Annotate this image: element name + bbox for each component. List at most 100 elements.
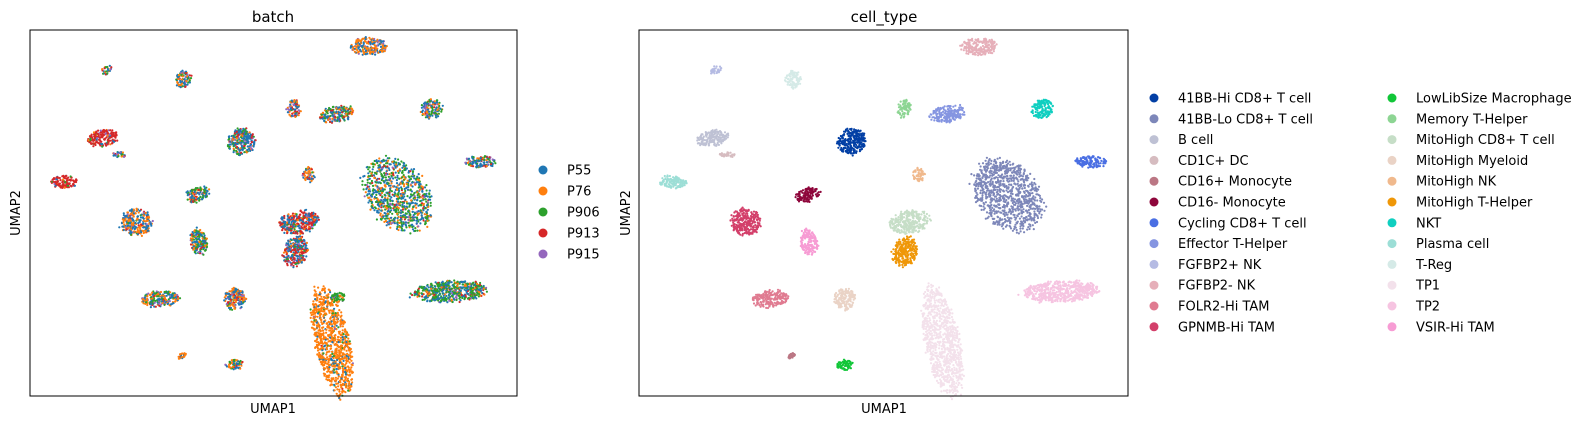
data-point bbox=[142, 222, 145, 225]
data-point bbox=[156, 298, 159, 301]
data-point bbox=[318, 325, 321, 329]
data-point bbox=[344, 107, 347, 110]
data-point bbox=[376, 161, 379, 165]
data-point bbox=[179, 86, 182, 89]
data-point bbox=[467, 157, 471, 160]
data-point bbox=[407, 186, 410, 189]
data-point bbox=[199, 247, 202, 250]
data-point bbox=[227, 292, 230, 295]
data-point bbox=[433, 111, 437, 115]
data-point bbox=[67, 176, 70, 179]
data-point bbox=[126, 213, 129, 216]
data-point bbox=[282, 251, 286, 254]
data-point bbox=[122, 212, 125, 215]
data-point bbox=[400, 160, 403, 163]
data-point bbox=[387, 178, 390, 181]
data-point bbox=[418, 229, 421, 232]
data-point bbox=[396, 212, 399, 215]
data-point bbox=[337, 335, 340, 339]
data-point bbox=[281, 229, 284, 232]
data-point bbox=[424, 220, 427, 224]
data-point bbox=[396, 221, 399, 224]
data-point bbox=[347, 337, 350, 340]
data-point bbox=[303, 242, 306, 246]
data-point bbox=[282, 225, 285, 228]
data-point bbox=[471, 286, 475, 289]
data-point bbox=[400, 196, 404, 199]
data-point bbox=[112, 134, 115, 137]
data-point bbox=[283, 222, 287, 225]
data-point bbox=[372, 50, 375, 53]
data-point bbox=[233, 296, 236, 299]
data-point bbox=[411, 223, 414, 226]
data-point bbox=[392, 207, 395, 210]
data-point bbox=[336, 116, 339, 119]
data-point bbox=[300, 259, 303, 262]
data-point bbox=[355, 48, 358, 51]
data-point bbox=[134, 221, 137, 225]
data-point bbox=[241, 291, 244, 294]
data-point bbox=[99, 133, 102, 136]
data-point bbox=[336, 311, 339, 314]
data-point bbox=[415, 206, 418, 209]
data-point bbox=[351, 46, 354, 49]
data-point bbox=[107, 129, 110, 132]
data-point bbox=[410, 199, 413, 202]
data-point bbox=[428, 300, 432, 303]
data-point bbox=[291, 112, 294, 115]
data-point bbox=[295, 265, 298, 268]
data-point bbox=[105, 136, 108, 139]
data-point bbox=[417, 173, 420, 176]
data-point bbox=[464, 294, 467, 297]
data-point bbox=[293, 257, 296, 260]
data-point bbox=[90, 133, 93, 136]
data-point bbox=[441, 104, 444, 107]
data-point bbox=[333, 336, 336, 339]
data-point bbox=[436, 297, 439, 301]
data-point bbox=[401, 211, 404, 214]
data-point bbox=[292, 103, 295, 106]
data-point bbox=[485, 286, 488, 289]
data-point bbox=[415, 216, 418, 219]
data-point bbox=[234, 138, 237, 142]
data-point bbox=[412, 206, 415, 209]
data-point bbox=[394, 171, 397, 174]
data-point bbox=[139, 214, 142, 217]
data-point bbox=[236, 290, 239, 293]
data-point bbox=[334, 376, 337, 379]
data-point bbox=[233, 143, 236, 146]
data-point bbox=[385, 224, 388, 227]
data-point bbox=[146, 303, 149, 307]
data-point bbox=[109, 143, 112, 146]
data-point bbox=[386, 165, 389, 168]
data-point bbox=[61, 183, 64, 186]
data-point bbox=[89, 137, 92, 140]
data-point bbox=[365, 49, 368, 52]
data-point bbox=[436, 99, 439, 102]
data-point bbox=[306, 167, 309, 170]
data-point bbox=[304, 171, 307, 174]
data-point bbox=[405, 164, 408, 167]
cluster-19 bbox=[408, 279, 488, 304]
data-point bbox=[249, 149, 252, 152]
data-point bbox=[374, 53, 377, 56]
data-point bbox=[286, 223, 289, 226]
data-point bbox=[174, 298, 177, 301]
data-point bbox=[101, 68, 104, 71]
data-point bbox=[114, 135, 117, 138]
data-point bbox=[349, 46, 352, 49]
data-point bbox=[352, 109, 355, 112]
data-point bbox=[434, 108, 437, 111]
data-point bbox=[425, 184, 428, 187]
data-point bbox=[429, 201, 432, 204]
data-point bbox=[108, 133, 111, 136]
data-point bbox=[331, 117, 334, 120]
data-point bbox=[138, 219, 141, 222]
data-point bbox=[475, 282, 479, 285]
data-point bbox=[146, 213, 149, 216]
data-point bbox=[204, 187, 207, 190]
data-point bbox=[376, 209, 379, 212]
data-point bbox=[423, 287, 426, 290]
data-point bbox=[124, 219, 127, 222]
data-point bbox=[396, 219, 400, 222]
